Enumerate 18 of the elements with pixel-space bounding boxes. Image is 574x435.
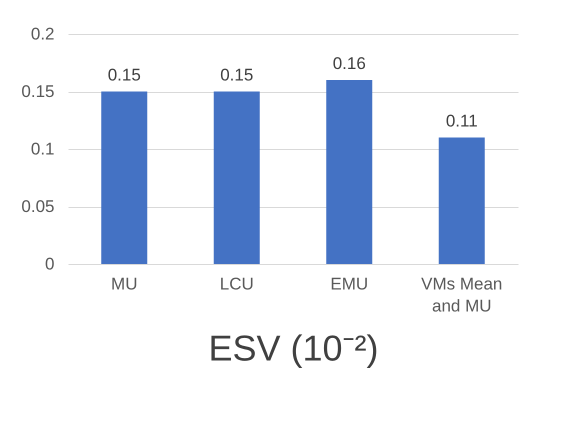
y-tick-label: 0.1 bbox=[30, 140, 54, 158]
bar bbox=[214, 92, 260, 264]
y-tick-label: 0.2 bbox=[30, 24, 54, 44]
bar bbox=[101, 92, 148, 264]
bar bbox=[438, 138, 485, 264]
y-tick-label: 0.15 bbox=[21, 82, 54, 101]
bar bbox=[326, 80, 372, 264]
data-label: 0.15 bbox=[220, 66, 254, 84]
x-tick-label: LCU bbox=[220, 274, 254, 294]
x-tick-label: VMs Mean and MU bbox=[421, 274, 502, 316]
y-tick-label: 0 bbox=[45, 254, 54, 274]
x-tick-label: MU bbox=[111, 274, 138, 294]
x-tick-label: EMU bbox=[330, 274, 368, 294]
data-label: 0.16 bbox=[332, 54, 366, 73]
data-label: 0.11 bbox=[446, 112, 478, 130]
y-tick-label: 0.05 bbox=[21, 197, 54, 216]
x-axis-title: ESV (10⁻²) bbox=[208, 328, 379, 368]
data-label: 0.15 bbox=[108, 66, 141, 84]
